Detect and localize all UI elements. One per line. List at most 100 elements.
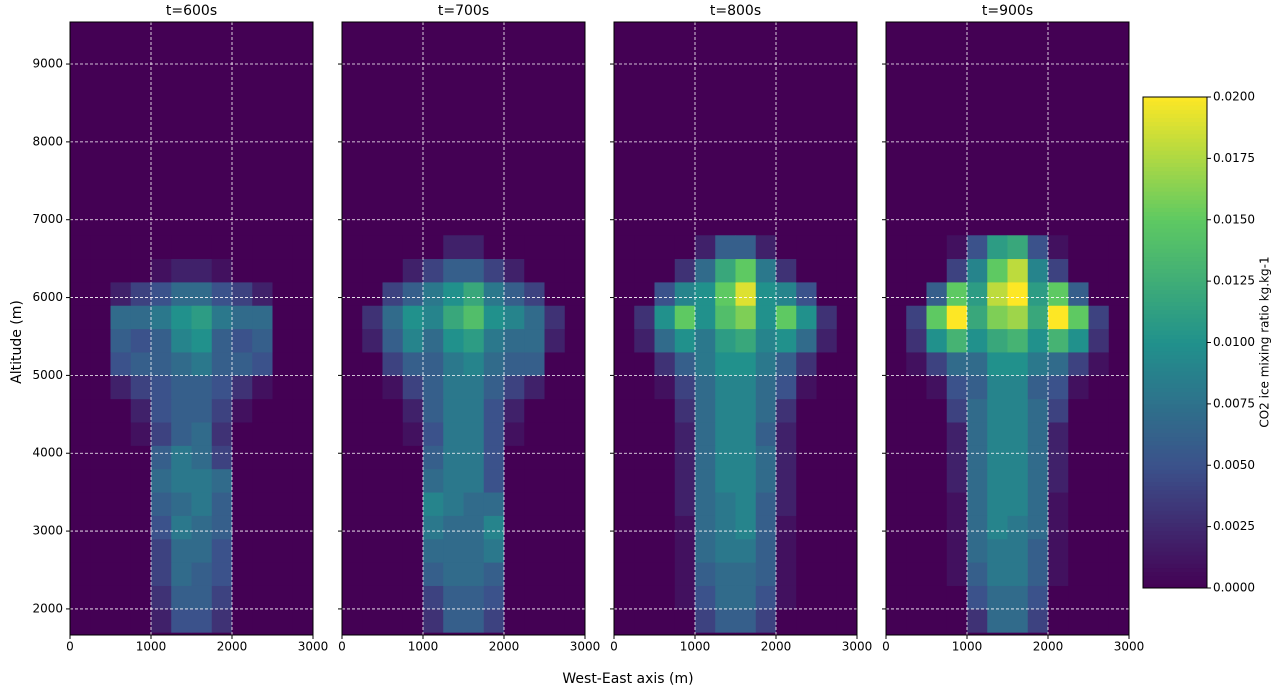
heatmap-cell	[151, 492, 172, 516]
heatmap-cell	[564, 445, 586, 470]
heatmap-cell	[1088, 515, 1110, 540]
heatmap-cell	[816, 398, 838, 423]
heatmap-cell	[796, 422, 817, 446]
heatmap-cell	[906, 538, 927, 563]
heatmap-cell	[504, 375, 525, 400]
heatmap-cell	[272, 328, 294, 353]
heatmap-cell	[70, 445, 91, 470]
colorbar-step	[1143, 452, 1207, 458]
heatmap-cell	[654, 281, 676, 306]
heatmap-cell	[504, 562, 525, 586]
colorbar-step	[1143, 264, 1207, 270]
heatmap-cell	[735, 258, 757, 283]
colorbar-step	[1143, 432, 1207, 438]
heatmap-cell	[735, 445, 757, 470]
heatmap-cell	[1048, 468, 1069, 493]
heatmap-cell	[232, 538, 253, 563]
colorbar-step	[1143, 342, 1207, 348]
heatmap-cell	[654, 258, 676, 283]
heatmap-cell	[1088, 352, 1110, 376]
colorbar-step	[1143, 293, 1207, 298]
colorbar-step	[1143, 485, 1207, 491]
heatmap-cell	[483, 305, 505, 330]
heatmap-cell	[946, 515, 968, 540]
heatmap-cell	[1068, 585, 1089, 610]
heatmap-cell	[816, 515, 838, 540]
heatmap-cell	[654, 492, 676, 516]
heatmap-cell	[695, 468, 716, 493]
heatmap-cell	[423, 538, 444, 563]
colorbar-step	[1143, 211, 1207, 217]
heatmap-cell	[967, 422, 988, 446]
heatmap-cell	[1007, 585, 1029, 610]
heatmap-cell	[1048, 305, 1069, 330]
heatmap-cell	[171, 398, 192, 423]
heatmap-cell	[654, 445, 676, 470]
heatmap-cell	[755, 585, 777, 610]
heatmap-cell	[816, 562, 838, 586]
heatmap-cell	[272, 562, 294, 586]
heatmap-cell	[1007, 422, 1029, 446]
heatmap-cell	[443, 515, 464, 540]
heatmap-cell	[755, 375, 777, 400]
heatmap-cell	[524, 445, 545, 470]
colorbar-step	[1143, 457, 1207, 462]
heatmap-cell	[342, 585, 363, 610]
heatmap-cell	[926, 492, 948, 516]
heatmap-cell	[443, 422, 464, 446]
heatmap-cell	[564, 608, 586, 633]
heatmap-cell	[90, 608, 111, 633]
heatmap-cell	[1048, 281, 1069, 306]
heatmap-cell	[987, 515, 1008, 540]
heatmap-cell	[151, 375, 172, 400]
heatmap-cell	[151, 398, 172, 423]
heatmap-cell	[755, 398, 777, 423]
heatmap-cell	[614, 445, 635, 470]
heatmap-cell	[342, 515, 363, 540]
heatmap-cell	[816, 422, 838, 446]
heatmap-cell	[232, 305, 253, 330]
heatmap-cell	[232, 328, 253, 353]
heatmap-cell	[1088, 538, 1110, 563]
heatmap-cell	[906, 585, 927, 610]
heatmap-cell	[90, 422, 111, 446]
heatmap-cell	[1007, 562, 1029, 586]
heatmap-cell	[654, 328, 676, 353]
heatmap-cell	[110, 235, 132, 260]
heatmap-cell	[130, 328, 152, 353]
heatmap-cell	[504, 328, 525, 353]
heatmap-cell	[987, 235, 1008, 260]
heatmap-cell	[342, 538, 363, 563]
heatmap-cell	[755, 281, 777, 306]
heatmap-cell	[796, 608, 817, 633]
colorbar-step	[1143, 436, 1207, 442]
heatmap-cell	[776, 328, 797, 353]
heatmap-cell	[252, 538, 273, 563]
heatmap-cell	[544, 492, 566, 516]
colorbar-step	[1143, 547, 1207, 552]
heatmap-cell	[967, 305, 988, 330]
heatmap-cell	[1108, 398, 1130, 423]
heatmap-cell	[987, 422, 1008, 446]
heatmap-cell	[1027, 515, 1049, 540]
heatmap-cell	[130, 422, 152, 446]
heatmap-cell	[524, 352, 545, 376]
heatmap-cell	[544, 562, 566, 586]
heatmap-cell	[755, 515, 777, 540]
heatmap-cell	[614, 281, 635, 306]
heatmap-cell	[755, 352, 777, 376]
heatmap-cell	[614, 562, 635, 586]
heatmap-cell	[544, 422, 566, 446]
heatmap-cell	[151, 305, 172, 330]
heatmap-cell	[796, 398, 817, 423]
heatmap-cell	[776, 235, 797, 260]
heatmap-cell	[191, 375, 213, 400]
colorbar-step	[1143, 289, 1207, 294]
heatmap-cell	[836, 235, 858, 260]
heatmap-cell	[272, 468, 294, 493]
heatmap-cell	[402, 585, 424, 610]
heatmap-cell	[382, 538, 404, 563]
heatmap-cell	[1007, 305, 1029, 330]
heatmap-cell	[382, 281, 404, 306]
